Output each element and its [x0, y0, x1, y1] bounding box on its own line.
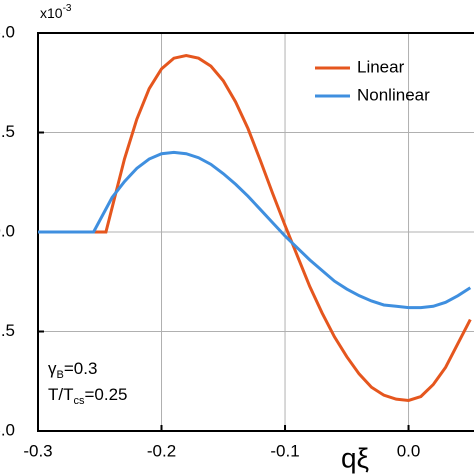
x-tick-label: -0.2	[147, 441, 176, 460]
x-tick-label: -0.3	[23, 441, 52, 460]
annotation-text: γ	[48, 359, 57, 378]
series-line	[38, 54, 472, 403]
x-tick-label: 0.0	[397, 441, 421, 460]
annotation: T/Tcs=0.25	[48, 385, 128, 406]
annotation-rest: =0.3	[64, 359, 98, 378]
legend-label: Nonlinear	[357, 85, 430, 104]
annotation: γB=0.3	[48, 359, 97, 380]
series-line	[38, 150, 472, 310]
legend-label: Linear	[357, 57, 405, 76]
y-multiplier: x10-3	[40, 3, 72, 21]
y-tick-label: 0.0	[0, 221, 15, 240]
x-axis-label: qξ	[341, 442, 369, 473]
y-tick-label: 15.0	[0, 22, 15, 41]
multiplier-base: x10	[40, 5, 63, 21]
y-tick-label: 7.5	[0, 122, 15, 141]
annotation-sub: cs	[74, 395, 86, 407]
y-tick-label: -7.5	[0, 321, 15, 340]
annotation-text: T/T	[48, 385, 74, 404]
annotation-rest: =0.25	[85, 385, 128, 404]
y-tick-label: -15.0	[0, 420, 15, 439]
x-tick-label: -0.1	[270, 441, 299, 460]
multiplier-exp: -3	[63, 3, 72, 14]
annotation-sub: B	[57, 369, 64, 381]
